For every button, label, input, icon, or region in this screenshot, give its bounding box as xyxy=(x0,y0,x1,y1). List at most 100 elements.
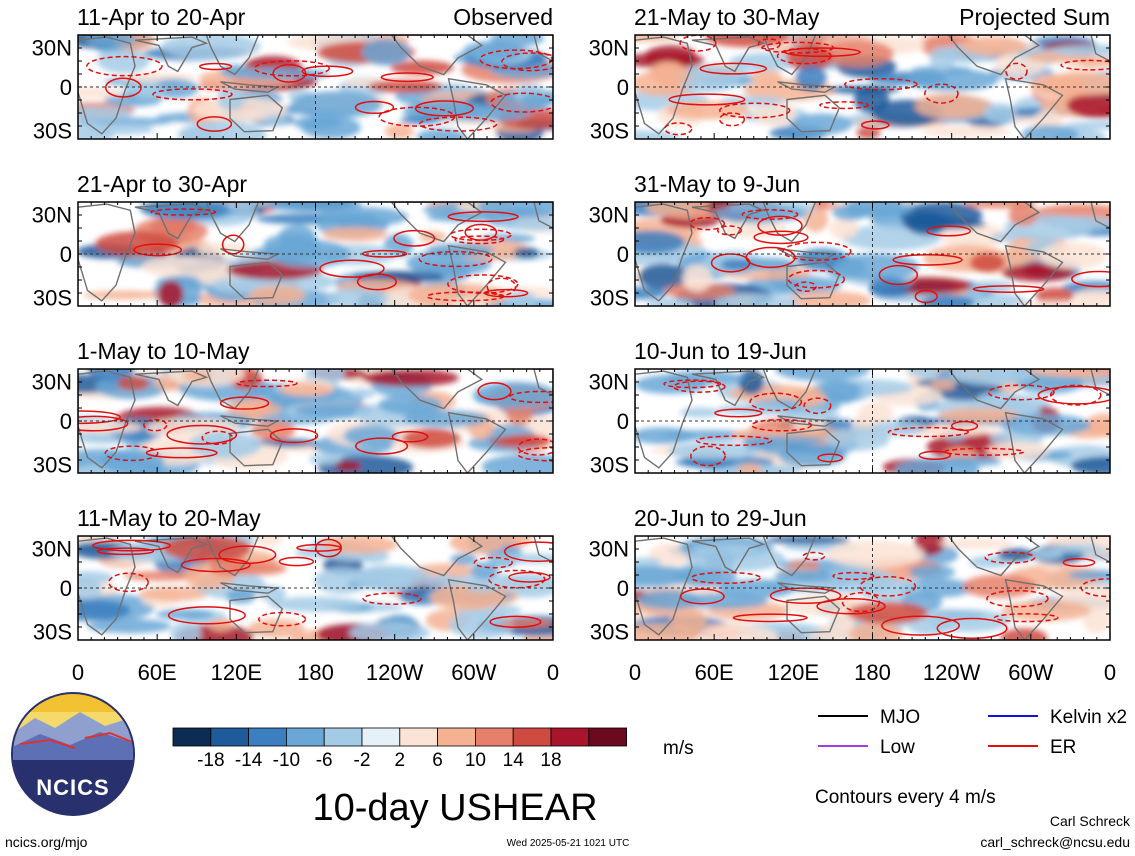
units-label: m/s xyxy=(663,738,694,759)
legend-label: ER xyxy=(1050,737,1076,758)
shading-cell xyxy=(635,623,704,640)
y-tick-label: 30S xyxy=(590,286,629,311)
colorbar-swatch xyxy=(399,727,438,747)
shading-cell xyxy=(368,79,443,93)
shading-cell xyxy=(765,536,851,545)
shading-cell xyxy=(968,555,1011,569)
shading-cell xyxy=(868,278,911,296)
panel-title: 11-May to 20-May xyxy=(77,505,261,531)
shading-cell xyxy=(1064,121,1110,130)
shading-cell xyxy=(929,379,956,390)
shading-cell xyxy=(322,227,388,242)
shading-cell xyxy=(858,401,894,426)
shading-cell xyxy=(99,448,165,473)
shading-cell xyxy=(845,202,905,216)
shading-cell xyxy=(361,369,459,387)
colorbar-swatch xyxy=(210,727,250,747)
x-tick-label: 60W xyxy=(451,660,496,685)
colorbar-swatch xyxy=(550,727,590,747)
shading-cell xyxy=(88,124,154,135)
shading-cell xyxy=(502,536,533,548)
shading-cell xyxy=(1068,570,1110,580)
y-tick-label: 30S xyxy=(590,119,629,144)
shading-cell xyxy=(635,230,685,254)
panel-5: 21-May to 30-May Projected Sum 30N 0 30S xyxy=(589,4,1111,144)
er-contours xyxy=(133,208,529,302)
shading-cell xyxy=(829,217,859,240)
shading-cell xyxy=(384,124,414,139)
shading-cell xyxy=(638,263,689,290)
shading-cell xyxy=(1013,300,1110,306)
x-axes: 0 60E 120E 180 120W 60W 0 0 60E 120E 180 120W 60W 0 xyxy=(72,660,1116,685)
shading-cell xyxy=(506,404,533,426)
colorbar-tick-label: 10 xyxy=(465,750,486,771)
shading-cell xyxy=(697,624,779,640)
shading-cell xyxy=(227,396,270,421)
shading-cell xyxy=(1022,262,1049,276)
footer-author: Carl Schreck xyxy=(1050,813,1131,829)
shading-cell xyxy=(662,430,758,441)
x-tick-label: 60E xyxy=(695,660,734,685)
shading-cell xyxy=(78,86,126,99)
chart-title: 10-day USHEAR xyxy=(312,787,597,829)
shading-cell xyxy=(78,571,114,585)
shading-cell xyxy=(635,286,667,300)
shading-cell xyxy=(820,381,862,399)
shading-cell xyxy=(151,78,199,99)
shading-cell xyxy=(449,536,506,554)
shading-cell xyxy=(1026,369,1110,378)
er-contours xyxy=(86,49,553,132)
shading-cell xyxy=(686,546,786,572)
y-tick-label: 0 xyxy=(617,242,629,267)
er-contours xyxy=(663,379,1110,467)
shading-cell xyxy=(471,562,498,580)
shading-cell xyxy=(901,218,987,230)
shading-cell xyxy=(123,570,201,581)
heatmap-field xyxy=(635,202,1110,306)
shading-cell xyxy=(939,538,1015,549)
shading-cell xyxy=(929,46,956,72)
x-tick-label: 60W xyxy=(1008,660,1053,685)
shading-cell xyxy=(481,454,553,473)
colorbar-swatch xyxy=(285,727,325,747)
panel-kind-label: Projected Sum xyxy=(959,4,1110,30)
panel-title: 20-Jun to 29-Jun xyxy=(634,505,807,531)
footer-timestamp: Wed 2025-05-21 1021 UTC xyxy=(507,838,630,849)
shading-cell xyxy=(750,101,797,126)
x-tick-label: 180 xyxy=(854,660,891,685)
shading-cell xyxy=(774,569,832,583)
colorbar-swatch xyxy=(248,727,287,747)
colorbar-tick-label: -18 xyxy=(197,750,224,771)
y-tick-label: 30N xyxy=(32,536,72,561)
shading-cell xyxy=(792,386,826,407)
y-tick-label: 30N xyxy=(32,202,72,227)
shading-cell xyxy=(247,618,305,639)
shading-cell xyxy=(490,35,545,47)
shading-cell xyxy=(83,290,164,300)
er-contours xyxy=(92,538,553,628)
colorbar-swatch xyxy=(474,727,514,747)
shading-cell xyxy=(738,369,764,395)
shading-cell xyxy=(279,383,334,397)
shading-cell xyxy=(130,81,164,99)
shading-cell xyxy=(291,90,383,119)
shading-cell xyxy=(403,410,489,428)
shading-cell xyxy=(962,574,1037,599)
er-contours xyxy=(78,379,553,462)
y-tick-label: 0 xyxy=(617,75,629,100)
x-tick-label: 120W xyxy=(923,660,981,685)
shading-cell xyxy=(263,115,289,126)
colorbar: -18 -14 -10 -6 -2 2 6 10 14 18 xyxy=(172,727,627,771)
shading-cell xyxy=(96,48,150,74)
shading-cell xyxy=(1000,414,1092,436)
panel-kind-label: Observed xyxy=(453,4,553,30)
colorbar-swatch xyxy=(172,727,212,747)
shading-cell xyxy=(713,293,799,306)
shading-cell xyxy=(450,553,478,566)
contour-note: Contours every 4 m/s xyxy=(815,787,996,808)
y-tick-label: 0 xyxy=(617,576,629,601)
shading-cell xyxy=(673,64,741,93)
colorbar-swatch xyxy=(512,727,552,747)
